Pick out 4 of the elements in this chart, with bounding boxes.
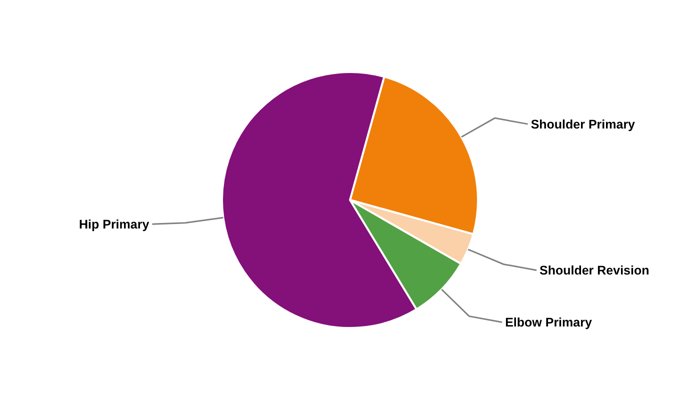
slice-label: Elbow Primary (505, 316, 592, 330)
slice-label: Hip Primary (79, 217, 150, 232)
slice-label: Shoulder Revision (540, 264, 650, 278)
slice-label: Shoulder Primary (530, 117, 636, 132)
